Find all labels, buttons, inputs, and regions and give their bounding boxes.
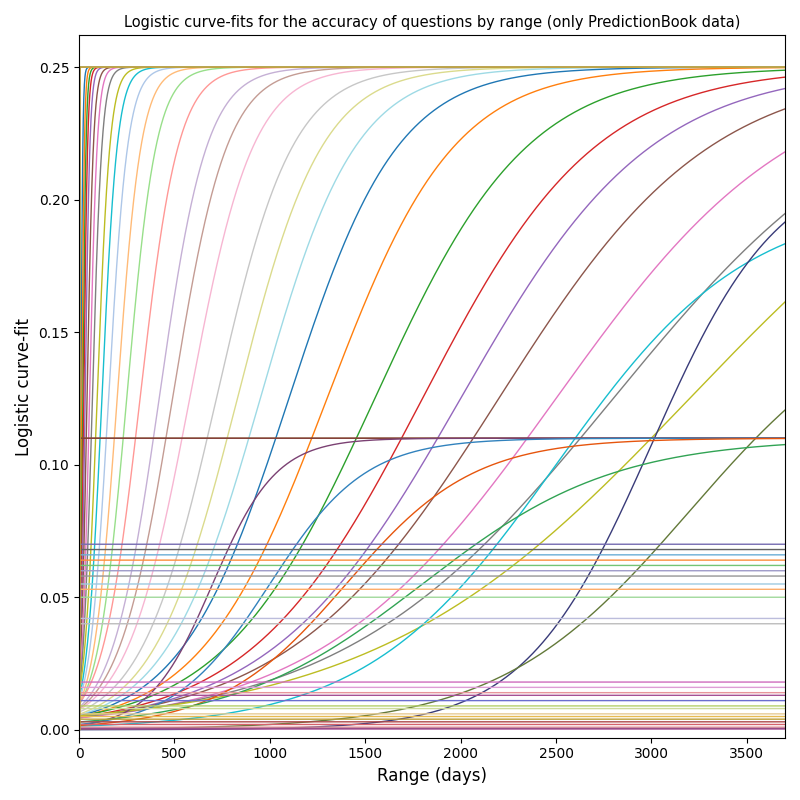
Title: Logistic curve-fits for the accuracy of questions by range (only PredictionBook : Logistic curve-fits for the accuracy of … — [124, 15, 740, 30]
Y-axis label: Logistic curve-fit: Logistic curve-fit — [15, 318, 33, 455]
X-axis label: Range (days): Range (days) — [377, 767, 487, 785]
